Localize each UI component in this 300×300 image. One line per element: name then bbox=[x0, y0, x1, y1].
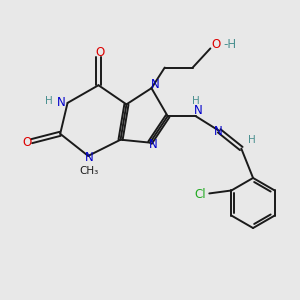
Text: O: O bbox=[212, 38, 221, 51]
Text: N: N bbox=[151, 78, 159, 91]
Text: N: N bbox=[214, 125, 223, 138]
Text: N: N bbox=[57, 96, 65, 109]
Text: H: H bbox=[248, 135, 256, 145]
Text: CH₃: CH₃ bbox=[79, 166, 98, 176]
Text: N: N bbox=[194, 104, 202, 117]
Text: -H: -H bbox=[224, 38, 237, 51]
Text: O: O bbox=[95, 46, 105, 59]
Text: N: N bbox=[84, 151, 93, 164]
Text: H: H bbox=[192, 96, 200, 106]
Text: Cl: Cl bbox=[195, 188, 206, 201]
Text: O: O bbox=[22, 136, 32, 149]
Text: H: H bbox=[45, 96, 53, 106]
Text: N: N bbox=[148, 139, 157, 152]
